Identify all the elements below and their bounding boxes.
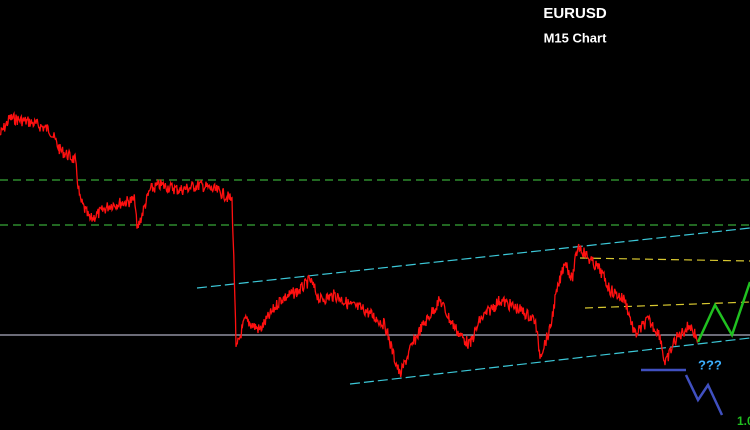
bullish-projection: [696, 281, 750, 343]
resistance-line: [584, 301, 750, 309]
annotation: 1.0: [737, 414, 750, 428]
chart-subtitle: M15 Chart: [544, 30, 608, 45]
resistance-line: [579, 257, 750, 262]
chart-title: EURUSD: [543, 5, 607, 22]
price-line: [0, 110, 699, 378]
channel-upper: [196, 227, 750, 289]
bearish-projection: [684, 374, 724, 416]
channel-lower: [349, 337, 750, 385]
annotation: ???: [698, 357, 722, 372]
